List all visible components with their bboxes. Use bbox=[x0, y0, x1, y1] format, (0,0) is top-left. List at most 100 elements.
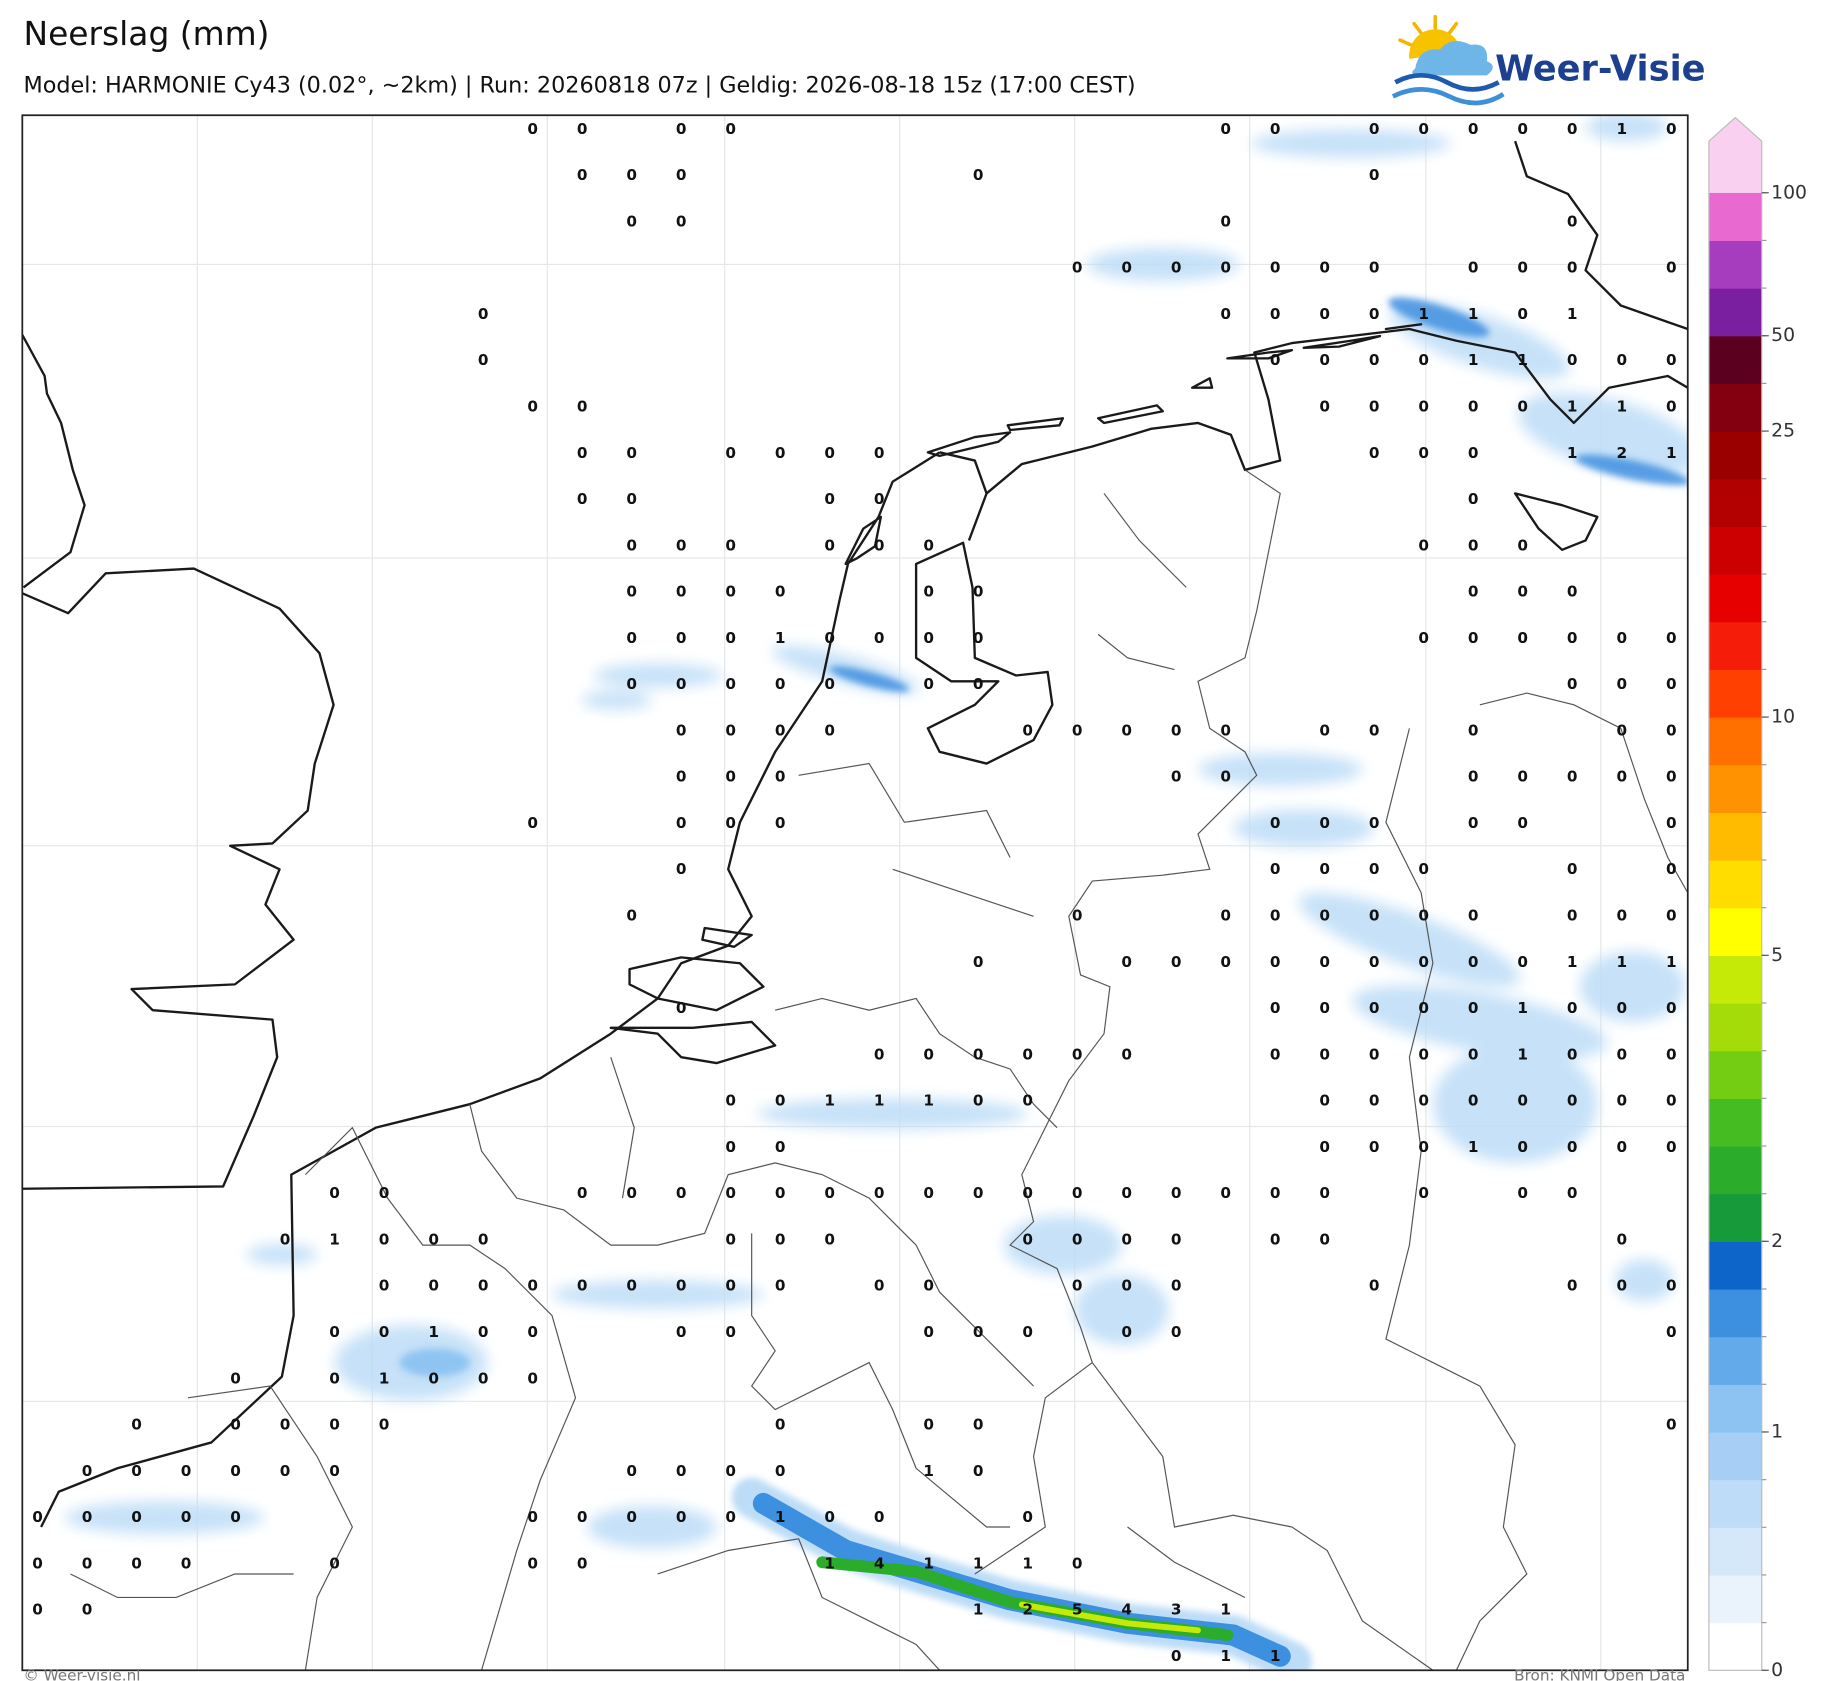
grid-value: 0 bbox=[923, 629, 934, 647]
grid-value: 0 bbox=[1369, 999, 1380, 1017]
grid-value: 0 bbox=[32, 1601, 43, 1619]
grid-value: 0 bbox=[725, 1462, 736, 1480]
grid-value: 0 bbox=[1616, 721, 1627, 739]
grid-value: 0 bbox=[1517, 1138, 1528, 1156]
grid-value: 1 bbox=[1022, 1554, 1033, 1572]
colorbar-tick-label: 1 bbox=[1771, 1421, 1783, 1442]
grid-value: 0 bbox=[478, 1277, 489, 1295]
grid-value: 1 bbox=[1468, 351, 1479, 369]
grid-value: 0 bbox=[725, 1277, 736, 1295]
grid-value: 0 bbox=[1666, 768, 1677, 786]
grid-value: 0 bbox=[923, 536, 934, 554]
grid-value: 0 bbox=[1468, 999, 1479, 1017]
grid-value: 0 bbox=[626, 629, 637, 647]
grid-value: 0 bbox=[1567, 768, 1578, 786]
grid-value: 0 bbox=[1319, 999, 1330, 1017]
grid-value: 0 bbox=[923, 675, 934, 693]
grid-value: 0 bbox=[1517, 305, 1528, 323]
grid-value: 1 bbox=[1567, 953, 1578, 971]
grid-value: 0 bbox=[1666, 721, 1677, 739]
grid-value: 0 bbox=[676, 1323, 687, 1341]
grid-value: 0 bbox=[1616, 1230, 1627, 1248]
source: Bron: KNMI Open Data bbox=[1514, 1667, 1685, 1681]
grid-value: 0 bbox=[626, 1184, 637, 1202]
grid-value: 0 bbox=[1022, 1323, 1033, 1341]
grid-value: 0 bbox=[1468, 120, 1479, 138]
grid-value: 0 bbox=[824, 1508, 835, 1526]
grid-value: 0 bbox=[1171, 721, 1182, 739]
grid-value: 1 bbox=[1517, 1045, 1528, 1063]
grid-value: 0 bbox=[1121, 953, 1132, 971]
grid-value: 0 bbox=[1270, 860, 1281, 878]
grid-value: 0 bbox=[1616, 907, 1627, 925]
grid-value: 0 bbox=[428, 1230, 439, 1248]
grid-value: 0 bbox=[1319, 1138, 1330, 1156]
grid-value: 0 bbox=[1418, 351, 1429, 369]
colorbar-segment bbox=[1708, 621, 1762, 670]
colorbar-segment bbox=[1708, 478, 1762, 527]
grid-value: 0 bbox=[1171, 1184, 1182, 1202]
logo-text: Weer-Visie bbox=[1495, 49, 1705, 90]
colorbar-segment bbox=[1708, 383, 1762, 432]
grid-value: 0 bbox=[478, 1230, 489, 1248]
grid-value: 0 bbox=[1418, 1092, 1429, 1110]
colorbar-segment bbox=[1708, 1241, 1762, 1290]
grid-value: 1 bbox=[1418, 305, 1429, 323]
subtitle: Model: HARMONIE Cy43 (0.02°, ~2km) | Run… bbox=[23, 72, 1135, 98]
grid-value: 0 bbox=[1616, 999, 1627, 1017]
grid-value: 0 bbox=[1022, 1184, 1033, 1202]
grid-value: 0 bbox=[824, 536, 835, 554]
grid-value: 0 bbox=[1369, 305, 1380, 323]
grid-value: 0 bbox=[1666, 1138, 1677, 1156]
grid-value: 0 bbox=[577, 444, 588, 462]
grid-value: 0 bbox=[329, 1554, 340, 1572]
grid-value: 0 bbox=[824, 1184, 835, 1202]
colorbar-segment bbox=[1708, 717, 1762, 766]
grid-value: 0 bbox=[1220, 953, 1231, 971]
grid-value: 0 bbox=[1220, 259, 1231, 277]
grid-value: 0 bbox=[1666, 1277, 1677, 1295]
grid-value: 0 bbox=[1369, 721, 1380, 739]
grid-value: 0 bbox=[775, 583, 786, 601]
grid-value: 0 bbox=[973, 166, 984, 184]
grid-value: 0 bbox=[824, 675, 835, 693]
grid-value: 0 bbox=[1616, 1138, 1627, 1156]
grid-value: 0 bbox=[1468, 814, 1479, 832]
logo: Weer-Visie bbox=[1391, 14, 1706, 106]
grid-value: 0 bbox=[1171, 768, 1182, 786]
grid-value: 1 bbox=[1517, 351, 1528, 369]
grid-value: 0 bbox=[1567, 1045, 1578, 1063]
grid-value: 0 bbox=[1468, 444, 1479, 462]
grid-value: 0 bbox=[775, 1277, 786, 1295]
grid-value: 0 bbox=[1616, 1277, 1627, 1295]
grid-value: 0 bbox=[1369, 953, 1380, 971]
grid-value: 0 bbox=[676, 1508, 687, 1526]
grid-value: 0 bbox=[1567, 1184, 1578, 1202]
grid-value: 4 bbox=[874, 1554, 885, 1572]
grid-value: 0 bbox=[725, 1138, 736, 1156]
grid-value: 0 bbox=[1418, 999, 1429, 1017]
colorbar-tick-label: 100 bbox=[1771, 182, 1807, 203]
grid-value: 0 bbox=[1567, 999, 1578, 1017]
grid-value: 0 bbox=[577, 1277, 588, 1295]
grid-value: 0 bbox=[82, 1554, 93, 1572]
grid-value: 0 bbox=[379, 1184, 390, 1202]
grid-value: 0 bbox=[1369, 1138, 1380, 1156]
grid-value: 0 bbox=[1567, 120, 1578, 138]
grid-value: 0 bbox=[676, 675, 687, 693]
grid-value: 0 bbox=[1270, 1045, 1281, 1063]
grid-value: 0 bbox=[1319, 1184, 1330, 1202]
grid-value: 2 bbox=[1022, 1601, 1033, 1619]
colorbar-segment bbox=[1708, 1527, 1762, 1576]
credit: © Weer-visie.nl bbox=[23, 1667, 140, 1681]
grid-value: 0 bbox=[1319, 259, 1330, 277]
grid-value: 0 bbox=[874, 629, 885, 647]
grid-value: 0 bbox=[1567, 860, 1578, 878]
map-frame bbox=[21, 114, 1689, 1672]
grid-value: 0 bbox=[1666, 1045, 1677, 1063]
grid-value: 0 bbox=[1022, 1230, 1033, 1248]
grid-value: 0 bbox=[725, 120, 736, 138]
grid-value: 0 bbox=[1072, 1230, 1083, 1248]
grid-value: 0 bbox=[725, 814, 736, 832]
